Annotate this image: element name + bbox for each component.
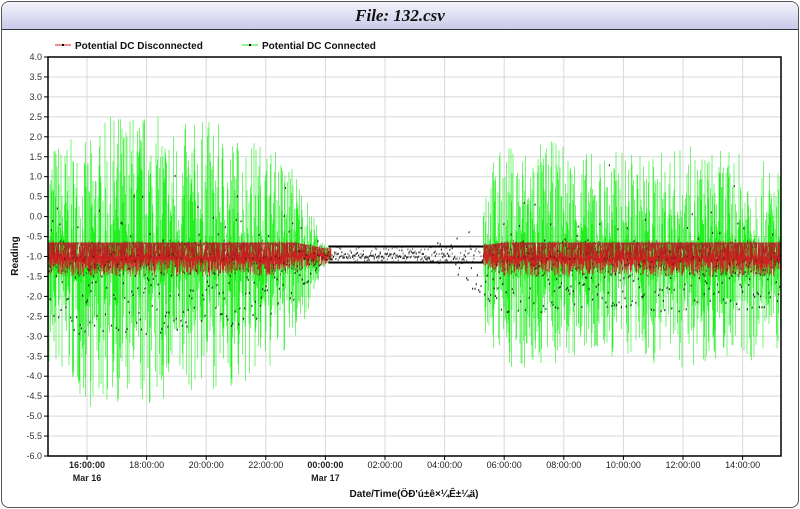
x-axis-label: Date/Time(ÖÐ'ú±ê×¼Ê±¼ä) bbox=[349, 487, 478, 500]
y-tick-label: -5.0 bbox=[26, 411, 42, 421]
y-tick-label: -1.0 bbox=[26, 252, 42, 262]
y-tick-label: -5.5 bbox=[26, 431, 42, 441]
x-tick-label: 16:00:00 bbox=[69, 460, 105, 470]
x-tick-date: Mar 16 bbox=[73, 473, 102, 483]
y-tick-label: 0.5 bbox=[29, 192, 42, 202]
legend-marker bbox=[249, 44, 251, 46]
y-tick-label: -3.5 bbox=[26, 351, 42, 361]
y-tick-label: -1.5 bbox=[26, 271, 42, 281]
plot-border bbox=[47, 56, 782, 457]
y-tick-label: 3.5 bbox=[29, 72, 42, 82]
y-tick-label: -4.5 bbox=[26, 391, 42, 401]
x-tick-label: 18:00:00 bbox=[129, 460, 164, 470]
x-tick-label: 10:00:00 bbox=[606, 460, 641, 470]
y-tick-label: 1.5 bbox=[29, 152, 42, 162]
y-tick-label: -6.0 bbox=[26, 451, 42, 461]
x-tick-label: 04:00:00 bbox=[427, 460, 462, 470]
x-tick-label: 12:00:00 bbox=[665, 460, 700, 470]
legend-label: Potential DC Connected bbox=[262, 41, 376, 52]
x-tick-label: 14:00:00 bbox=[725, 460, 760, 470]
series-disconnected-band bbox=[48, 242, 781, 263]
y-tick-label: -2.0 bbox=[26, 291, 42, 301]
y-axis-label: Reading bbox=[10, 236, 21, 275]
y-tick-label: -2.5 bbox=[26, 311, 42, 321]
x-tick-label: 06:00:00 bbox=[487, 460, 522, 470]
y-tick-label: 0.0 bbox=[29, 212, 42, 222]
window-title: File: 132.csv bbox=[355, 6, 445, 25]
y-tick-label: -3.0 bbox=[26, 331, 42, 341]
title-bar: File: 132.csv bbox=[2, 2, 798, 30]
y-tick-label: 1.0 bbox=[29, 172, 42, 182]
x-tick-label: 02:00:00 bbox=[367, 460, 402, 470]
y-tick-label: -0.5 bbox=[26, 232, 42, 242]
x-tick-label: 20:00:00 bbox=[189, 460, 224, 470]
x-tick-label: 08:00:00 bbox=[546, 460, 581, 470]
y-tick-label: 3.0 bbox=[29, 92, 42, 102]
legend-item-1: Potential DC Connected bbox=[242, 41, 376, 52]
x-tick-label: 00:00:00 bbox=[307, 460, 343, 470]
legend-marker bbox=[62, 44, 64, 46]
y-tick-label: 2.5 bbox=[29, 112, 42, 122]
legend-label: Potential DC Disconnected bbox=[75, 41, 203, 52]
x-tick-label: 22:00:00 bbox=[248, 460, 283, 470]
y-tick-label: 4.0 bbox=[29, 52, 42, 62]
legend-item-0: Potential DC Disconnected bbox=[55, 41, 203, 52]
y-tick-label: 2.0 bbox=[29, 132, 42, 142]
x-tick-date: Mar 17 bbox=[311, 473, 340, 483]
y-tick-label: -4.0 bbox=[26, 371, 42, 381]
